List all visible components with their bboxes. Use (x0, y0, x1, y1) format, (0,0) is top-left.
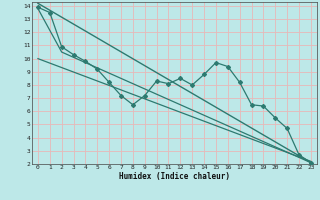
X-axis label: Humidex (Indice chaleur): Humidex (Indice chaleur) (119, 172, 230, 181)
